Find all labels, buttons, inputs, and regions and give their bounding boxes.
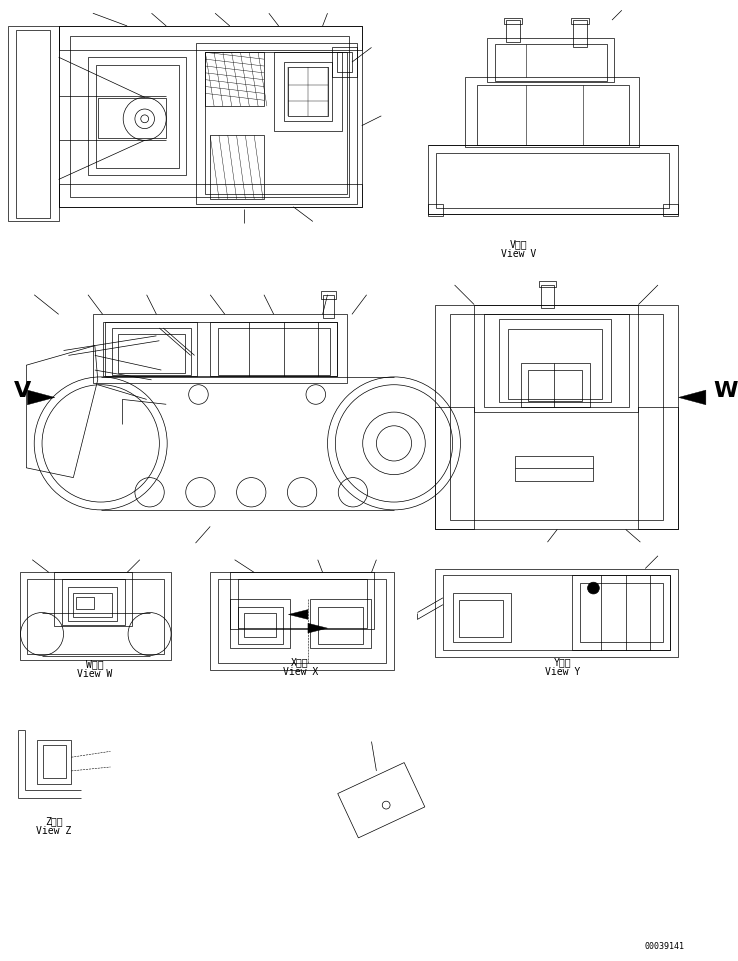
Bar	[19, 573, 171, 661]
Bar	[58, 27, 362, 51]
Text: 00039141: 00039141	[644, 941, 684, 950]
Bar	[541, 285, 554, 309]
Bar	[8, 27, 58, 222]
Bar	[466, 78, 639, 148]
Text: View Z: View Z	[36, 825, 72, 835]
Bar	[205, 53, 264, 107]
Bar	[15, 31, 50, 218]
Bar	[58, 27, 362, 208]
Bar	[539, 282, 556, 287]
Bar	[196, 43, 357, 205]
Bar	[508, 330, 602, 400]
Bar	[274, 53, 342, 132]
Bar	[638, 407, 677, 530]
Bar	[323, 295, 334, 319]
Bar	[76, 597, 94, 609]
Bar	[580, 583, 663, 642]
Bar	[572, 576, 669, 650]
Bar	[474, 306, 638, 412]
Bar	[428, 205, 443, 216]
Bar	[112, 329, 190, 376]
Bar	[435, 407, 474, 530]
Bar	[244, 614, 276, 637]
Text: View V: View V	[500, 249, 536, 259]
Ellipse shape	[587, 582, 599, 594]
Text: View W: View W	[77, 669, 112, 678]
Polygon shape	[308, 624, 328, 633]
Polygon shape	[678, 391, 706, 406]
Bar	[218, 579, 386, 664]
Bar	[118, 334, 184, 374]
Text: W: W	[714, 381, 738, 400]
Bar	[238, 579, 367, 628]
Bar	[230, 600, 290, 648]
Bar	[61, 579, 125, 626]
Bar	[337, 53, 352, 73]
Bar	[230, 573, 374, 629]
Bar	[103, 323, 337, 377]
Bar	[435, 306, 677, 530]
Text: View X: View X	[283, 667, 318, 677]
Bar	[449, 315, 663, 520]
Bar	[210, 573, 394, 671]
Bar	[436, 154, 669, 209]
Bar	[97, 99, 166, 139]
Polygon shape	[27, 391, 55, 406]
Text: V　視: V 視	[509, 238, 527, 249]
Bar	[477, 86, 629, 146]
Bar	[505, 19, 522, 25]
Bar	[218, 329, 331, 376]
Bar	[210, 136, 264, 200]
Polygon shape	[289, 610, 308, 620]
Bar	[499, 320, 611, 403]
Bar	[494, 44, 607, 82]
Text: Z　視: Z 視	[45, 815, 63, 825]
Bar	[96, 66, 179, 168]
Bar	[521, 364, 590, 407]
Bar	[88, 59, 186, 175]
Bar	[528, 371, 582, 402]
Bar	[435, 569, 677, 656]
Bar	[487, 38, 614, 83]
Bar	[452, 593, 511, 642]
Bar	[332, 48, 357, 78]
Bar	[289, 68, 328, 116]
Bar	[283, 63, 332, 122]
Bar	[105, 323, 198, 377]
Text: W　視: W 視	[86, 658, 103, 669]
Bar	[515, 456, 593, 481]
Bar	[310, 600, 370, 648]
Bar	[460, 601, 503, 637]
Bar	[73, 593, 112, 618]
Bar	[58, 185, 362, 208]
Bar	[43, 746, 66, 778]
Bar	[69, 587, 117, 622]
Bar	[443, 576, 669, 650]
Bar	[321, 291, 337, 300]
Bar	[428, 146, 677, 214]
Bar	[210, 323, 337, 377]
Bar	[484, 315, 629, 407]
Bar	[54, 573, 132, 627]
Bar	[506, 21, 520, 42]
Bar	[571, 19, 588, 25]
Text: V: V	[14, 381, 31, 400]
Bar	[573, 21, 587, 48]
Bar	[238, 607, 283, 644]
Bar	[37, 740, 72, 784]
Text: View Y: View Y	[545, 667, 580, 677]
Bar	[70, 37, 349, 198]
Bar	[205, 53, 347, 195]
Text: Y　視: Y 視	[554, 656, 571, 667]
Bar	[93, 315, 347, 383]
Text: X　視: X 視	[292, 656, 309, 667]
Bar	[663, 205, 677, 216]
Bar	[318, 607, 362, 644]
Bar	[27, 579, 165, 653]
